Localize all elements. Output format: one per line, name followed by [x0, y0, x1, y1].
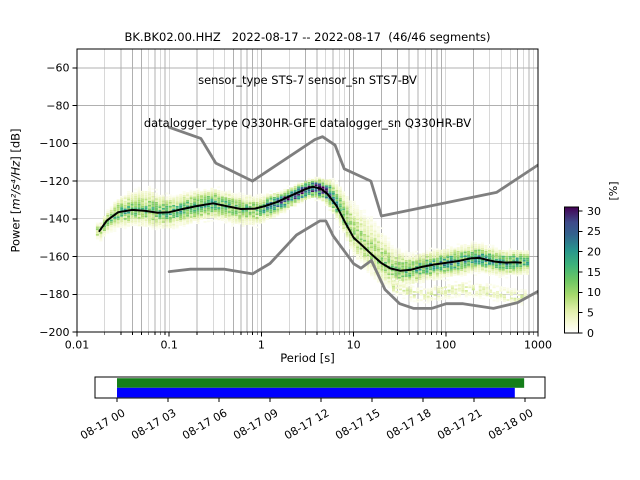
x-tick-label: 100	[435, 339, 456, 352]
timeline: 08-17 00 08-17 03 08-17 06 08-17 09 08-17 12…	[78, 376, 546, 442]
timeline-tick-label: 08-17 18	[384, 406, 433, 442]
x-tick-label: 1000	[524, 339, 552, 352]
y-tick-label: −100	[39, 137, 69, 150]
density-cloud	[95, 176, 530, 306]
colorbar: 0 5 10 15 20 25 30 [%]	[564, 181, 620, 340]
timeline-tick-label: 08-17 06	[180, 406, 229, 442]
mode-line	[98, 185, 522, 272]
title-line-3: datalogger_type Q330HR-GFE datalogger_sn…	[143, 116, 472, 131]
colorbar-tick-label: 25	[587, 225, 601, 238]
y-tick-label: −60	[46, 62, 69, 75]
timeline-tick-label: 08-18 00	[486, 406, 535, 442]
title-line-2: sensor_type STS-7 sensor_sn STS7-BV	[198, 73, 417, 88]
colorbar-tick-label: 10	[587, 286, 601, 299]
y-axis-label-suffix: ] [dB]	[8, 128, 23, 161]
x-tick-label: 1	[258, 339, 265, 352]
timeline-tick-label: 08-17 12	[282, 406, 331, 442]
y-tick-label: −180	[39, 288, 69, 301]
colorbar-tick-label: 20	[587, 246, 601, 259]
x-tick-label: 0.01	[65, 339, 90, 352]
y-axis-label: Power [m²/s⁴/Hz] [dB]	[9, 91, 24, 291]
y-tick-label: −140	[39, 213, 69, 226]
timeline-tick-label: 08-17 00	[78, 406, 127, 442]
noise-model-high-line	[167, 125, 538, 218]
colorbar-label: [%]	[607, 181, 620, 200]
x-axis-label: Period [s]	[280, 351, 335, 365]
y-tick-label: −160	[39, 250, 69, 263]
title-line-1: BK.BK02.00.HHZ 2022-08-17 -- 2022-08-17 …	[124, 29, 491, 44]
y-axis-label-prefix: Power [	[8, 209, 23, 253]
plot-border	[76, 48, 539, 333]
colorbar-tick-label: 30	[587, 205, 601, 218]
colorbar-tick-label: 5	[587, 306, 594, 319]
timeline-tick-label: 08-17 03	[129, 406, 178, 442]
noise-model-low-line	[167, 219, 538, 310]
figure-title: BK.BK02.00.HHZ 2022-08-17 -- 2022-08-17 …	[77, 1, 538, 159]
y-tick-label: −120	[39, 175, 69, 188]
model-and-stat-lines	[98, 125, 538, 310]
timeline-tick-label: 08-17 21	[435, 406, 484, 442]
timeline-tick-label: 08-17 09	[231, 406, 280, 442]
timeline-processed-bar	[117, 387, 515, 398]
x-axis: 0.01 0.1 1 10 100 1000	[65, 332, 552, 352]
x-tick-label: 0.1	[160, 339, 178, 352]
x-tick-label: 10	[347, 339, 361, 352]
colorbar-gradient	[564, 206, 579, 334]
timeline-tick-label: 08-17 15	[333, 406, 382, 442]
y-tick-label: −80	[46, 99, 69, 112]
y-axis-label-units: m²/s⁴/Hz	[8, 160, 23, 210]
y-tick-label: −200	[39, 326, 69, 339]
colorbar-tick-label: 0	[587, 327, 594, 340]
colorbar-tick-label: 15	[587, 266, 601, 279]
y-axis: −60 −80 −100 −120 −140 −160 −180 −200	[39, 62, 77, 339]
timeline-coverage-bar	[117, 378, 525, 388]
